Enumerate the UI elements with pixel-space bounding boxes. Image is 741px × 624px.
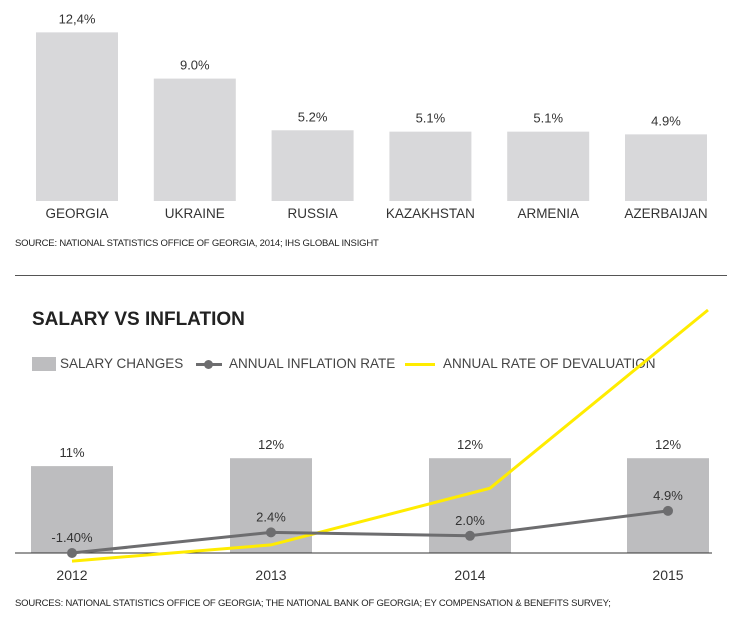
legend-salary: SALARY CHANGES [60, 356, 184, 371]
legend-inflation: ANNUAL INFLATION RATE [229, 356, 396, 371]
salary-bar-2015 [627, 458, 709, 553]
year-label: 2015 [652, 567, 683, 583]
bar-armenia [507, 131, 590, 201]
value-label: 5.1% [533, 111, 563, 126]
category-label: UKRAINE [165, 206, 225, 221]
inflation-line [71, 509, 669, 555]
category-label: GEORGIA [45, 206, 108, 221]
inflation-point [266, 527, 276, 538]
year-label: 2012 [56, 567, 87, 583]
inflation-label: 4.9% [653, 488, 683, 503]
inflation-label: 2.4% [256, 509, 286, 524]
category-label: KAZAKHSTAN [386, 206, 475, 221]
bar-kazakhstan [389, 131, 472, 201]
category-label: AZERBAIJAN [624, 206, 707, 221]
value-label: 5.2% [298, 109, 328, 124]
salary-label: 12% [258, 437, 284, 452]
inflation-label: 2.0% [455, 513, 485, 528]
chart-title: SALARY VS INFLATION [32, 309, 245, 330]
salary-label: 12% [655, 437, 681, 452]
country-bar-chart: 12,4% GEORGIA 9.0% UKRAINE 5.2% RUSSIA 5.1% KAZ… [36, 11, 708, 221]
category-label: RUSSIA [287, 206, 337, 221]
category-label: ARMENIA [517, 206, 579, 221]
value-label: 12,4% [59, 11, 96, 26]
source-bottom: SOURCES: NATIONAL STATISTICS OFFICE OF G… [15, 598, 611, 609]
inflation-point [663, 505, 673, 516]
year-label: 2014 [454, 567, 485, 583]
inflation-label: -1.40% [51, 530, 93, 545]
legend-salary-swatch [32, 357, 56, 371]
inflation-point [67, 548, 77, 558]
value-label: 5.1% [416, 111, 446, 126]
legend-devaluation-line [405, 363, 435, 366]
divider [15, 275, 727, 276]
year-label: 2013 [255, 567, 286, 583]
value-label: 9.0% [180, 58, 210, 73]
source-top: SOURCE: NATIONAL STATISTICS OFFICE OF GE… [15, 238, 379, 249]
bar-georgia [36, 32, 118, 201]
salary-label: 11% [59, 445, 84, 460]
inflation-point [465, 530, 475, 541]
bar-russia [271, 130, 354, 201]
bar-azerbaijan [625, 134, 707, 201]
value-label: 4.9% [651, 113, 681, 128]
devaluation-line [71, 308, 709, 563]
salary-label: 12% [457, 437, 483, 452]
legend-inflation-dot [204, 360, 213, 369]
salary-bar-2012 [31, 466, 113, 553]
legend-devaluation: ANNUAL RATE OF DEVALUATION [443, 356, 656, 371]
bar-ukraine [153, 78, 236, 201]
